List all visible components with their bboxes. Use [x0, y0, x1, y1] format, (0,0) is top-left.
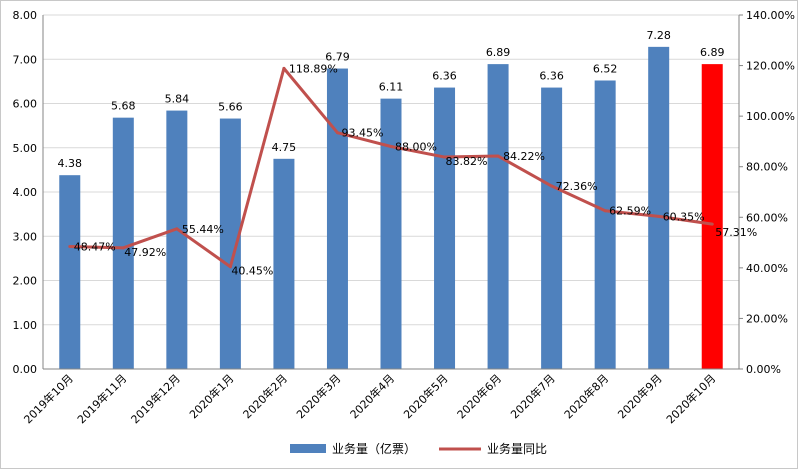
line-value-label: 93.45% [341, 127, 383, 140]
line-point [496, 154, 500, 158]
bar [273, 158, 295, 369]
y-left-tick-label: 4.00 [13, 186, 38, 199]
line-value-label: 48.47% [74, 240, 116, 253]
line-point [550, 184, 554, 188]
line-point [443, 155, 447, 159]
x-tick-label: 2020年9月 [615, 371, 665, 421]
bar [59, 175, 81, 369]
line-point [603, 209, 607, 213]
bar-value-label: 4.38 [58, 157, 83, 170]
y-left-tick-label: 1.00 [13, 319, 38, 332]
bar [112, 117, 134, 369]
y-right-tick-label: 100.00% [746, 110, 795, 123]
line-point [335, 131, 339, 135]
line-value-label: 40.45% [231, 265, 273, 278]
x-tick-label: 2020年2月 [240, 371, 290, 421]
line-point [228, 265, 232, 269]
data-labels: 4.38 5.68 5.84 5.66 4.75 6.79 6.11 6.36 6.89 6.36… [58, 29, 758, 278]
bar-value-label: 6.11 [379, 81, 404, 94]
x-tick-label: 2020年4月 [347, 371, 397, 421]
y-right-tick-label: 120.00% [746, 60, 795, 73]
bar-value-label: 6.89 [700, 46, 725, 59]
line-value-label: 88.00% [395, 140, 437, 153]
y-right-tick-label: 40.00% [746, 262, 788, 275]
line-value-label: 83.82% [446, 155, 488, 168]
x-tick-label: 2020年8月 [561, 371, 611, 421]
y-left-tick-label: 0.00 [13, 363, 38, 376]
bar [648, 46, 670, 370]
line-point [657, 214, 661, 218]
line-point [282, 66, 286, 70]
y-right-tick-label: 80.00% [746, 161, 788, 174]
line-value-label: 47.92% [124, 246, 166, 259]
bar-value-label: 6.52 [593, 62, 618, 75]
y-left-tick-label: 8.00 [13, 9, 38, 22]
line-point [121, 246, 125, 250]
y-left-tick-label: 2.00 [13, 275, 38, 288]
x-tick-label: 2020年6月 [454, 371, 504, 421]
line-value-label: 84.22% [503, 150, 545, 163]
bar-value-label: 5.84 [165, 93, 190, 106]
y-left-tick-label: 6.00 [13, 98, 38, 111]
y-left-tick-label: 3.00 [13, 230, 38, 243]
x-tick-label: 2019年12月 [128, 371, 183, 426]
bar-value-label: 6.36 [539, 70, 564, 83]
x-tick-label: 2020年1月 [186, 371, 236, 421]
bar-series [59, 46, 723, 370]
line-value-label: 57.31% [715, 226, 757, 239]
bar [594, 80, 616, 370]
y-left-tick-label: 7.00 [13, 53, 38, 66]
x-tick-label: 2020年5月 [400, 371, 450, 421]
legend-swatch-bar [290, 444, 326, 453]
line-value-label: 60.35% [663, 210, 705, 223]
x-tick-label: 2020年3月 [293, 371, 343, 421]
line-point [710, 222, 714, 226]
bar [219, 118, 241, 369]
bar-value-label: 7.28 [646, 29, 671, 42]
bar-value-label: 5.66 [218, 101, 243, 114]
bar [326, 68, 348, 369]
y-right-tick-label: 0.00% [746, 363, 781, 376]
line-point [175, 227, 179, 231]
bar-value-label: 6.36 [432, 70, 457, 83]
bar-value-label: 6.89 [486, 46, 511, 59]
bar [380, 98, 402, 369]
y-right-tick-label: 20.00% [746, 312, 788, 325]
line-value-label: 118.89% [289, 62, 338, 75]
line-value-label: 72.36% [556, 180, 598, 193]
y-left-tick-label: 5.00 [13, 142, 38, 155]
bar-value-label: 4.75 [272, 141, 297, 154]
bar [541, 87, 563, 369]
legend-label-line: 业务量同比 [487, 441, 547, 456]
bar [166, 110, 188, 369]
x-tick-label: 2019年11月 [74, 371, 129, 426]
line-value-label: 62.59% [609, 205, 651, 218]
bar-value-label: 6.79 [325, 51, 350, 64]
x-tick-label: 2020年7月 [508, 371, 558, 421]
bar [701, 64, 723, 370]
line-point [389, 144, 393, 148]
line-value-label: 55.44% [182, 223, 224, 236]
line-point [68, 244, 72, 248]
line-series [68, 66, 714, 269]
bar [487, 64, 509, 370]
bar-value-label: 5.68 [111, 100, 136, 113]
legend-label-bar: 业务量（亿票） [332, 441, 416, 456]
y-right-tick-label: 140.00% [746, 9, 795, 22]
x-tick-label: 2020年10月 [663, 371, 718, 426]
x-tick-label: 2019年10月 [21, 371, 76, 426]
legend: 业务量（亿票） 业务量同比 [290, 441, 547, 456]
bar [434, 87, 456, 369]
y-right-tick-label: 60.00% [746, 211, 788, 224]
